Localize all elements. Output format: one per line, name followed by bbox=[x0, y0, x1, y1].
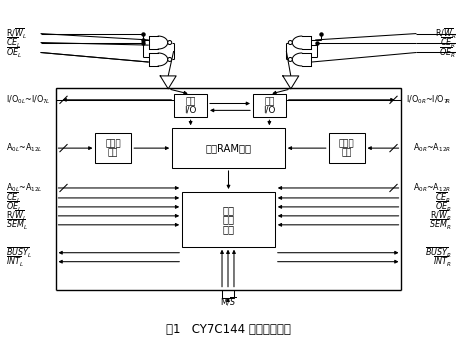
Bar bbox=[174, 94, 207, 117]
Text: $\overline{OE}$$_L$: $\overline{OE}$$_L$ bbox=[5, 45, 22, 60]
Text: R/$\overline{W}$$_L$: R/$\overline{W}$$_L$ bbox=[5, 208, 27, 223]
Text: 图1   CY7C144 内部原理框图: 图1 CY7C144 内部原理框图 bbox=[165, 323, 291, 336]
Text: 信号: 信号 bbox=[223, 214, 234, 224]
Text: $\overline{CE}$$_R$: $\overline{CE}$$_R$ bbox=[440, 35, 456, 50]
Text: $\overline{CE}$$_L$: $\overline{CE}$$_L$ bbox=[5, 191, 21, 205]
Circle shape bbox=[168, 41, 172, 45]
Text: 中断: 中断 bbox=[223, 224, 234, 234]
Text: $\overline{SEM}$$_L$: $\overline{SEM}$$_L$ bbox=[5, 217, 27, 232]
Text: $\overline{CE}$$_R$: $\overline{CE}$$_R$ bbox=[435, 191, 452, 205]
Bar bbox=[329, 133, 365, 163]
Text: $\overline{OE}$$_L$: $\overline{OE}$$_L$ bbox=[5, 200, 22, 214]
Text: I/O: I/O bbox=[185, 105, 197, 114]
Text: R/$\overline{W}$$_R$: R/$\overline{W}$$_R$ bbox=[435, 26, 456, 41]
Circle shape bbox=[288, 58, 292, 62]
Text: 解码器: 解码器 bbox=[339, 139, 355, 148]
Text: A$_{0R}$~A$_{12R}$: A$_{0R}$~A$_{12R}$ bbox=[413, 142, 452, 154]
Bar bbox=[182, 192, 275, 247]
Text: 控制: 控制 bbox=[264, 97, 275, 106]
Text: A$_{0R}$~A$_{12R}$: A$_{0R}$~A$_{12R}$ bbox=[413, 182, 452, 194]
Bar bbox=[172, 128, 285, 168]
Text: R/$\overline{W}$$_R$: R/$\overline{W}$$_R$ bbox=[430, 208, 452, 223]
Text: $\overline{OE}$$_R$: $\overline{OE}$$_R$ bbox=[435, 200, 452, 214]
Text: A$_{0L}$~A$_{12L}$: A$_{0L}$~A$_{12L}$ bbox=[5, 142, 43, 154]
Text: $\overline{OE}$$_R$: $\overline{OE}$$_R$ bbox=[440, 45, 456, 60]
Text: 仲裁: 仲裁 bbox=[223, 205, 234, 215]
Text: 解码器: 解码器 bbox=[106, 139, 121, 148]
Text: I/O$_{0R}$~I/O$_{7R}$: I/O$_{0R}$~I/O$_{7R}$ bbox=[406, 94, 452, 106]
Text: $\overline{INT}$$_R$: $\overline{INT}$$_R$ bbox=[433, 255, 452, 269]
Text: I/O: I/O bbox=[263, 105, 276, 114]
Text: 地址: 地址 bbox=[341, 148, 352, 157]
Text: 双口RAM阵列: 双口RAM阵列 bbox=[206, 143, 251, 153]
Text: $\overline{CE}$$_L$: $\overline{CE}$$_L$ bbox=[5, 35, 21, 50]
Text: R/$\overline{W}$$_L$: R/$\overline{W}$$_L$ bbox=[5, 26, 27, 41]
Text: 地址: 地址 bbox=[108, 148, 119, 157]
Text: $\overline{BUSY}$$_R$: $\overline{BUSY}$$_R$ bbox=[425, 246, 452, 260]
Bar bbox=[253, 94, 286, 117]
Circle shape bbox=[168, 58, 172, 62]
Text: M/$\overline{S}$: M/$\overline{S}$ bbox=[220, 295, 236, 308]
Text: A$_{0L}$~A$_{12L}$: A$_{0L}$~A$_{12L}$ bbox=[5, 182, 43, 194]
Text: $\overline{INT}$$_L$: $\overline{INT}$$_L$ bbox=[5, 255, 24, 269]
Text: 控制: 控制 bbox=[186, 97, 196, 106]
Circle shape bbox=[288, 41, 292, 45]
Text: I/O$_{0L}$~I/O$_{7L}$: I/O$_{0L}$~I/O$_{7L}$ bbox=[5, 94, 50, 106]
Text: $\overline{BUSY}$$_L$: $\overline{BUSY}$$_L$ bbox=[5, 246, 32, 260]
Text: $\overline{SEM}$$_R$: $\overline{SEM}$$_R$ bbox=[429, 217, 452, 232]
Bar bbox=[96, 133, 131, 163]
